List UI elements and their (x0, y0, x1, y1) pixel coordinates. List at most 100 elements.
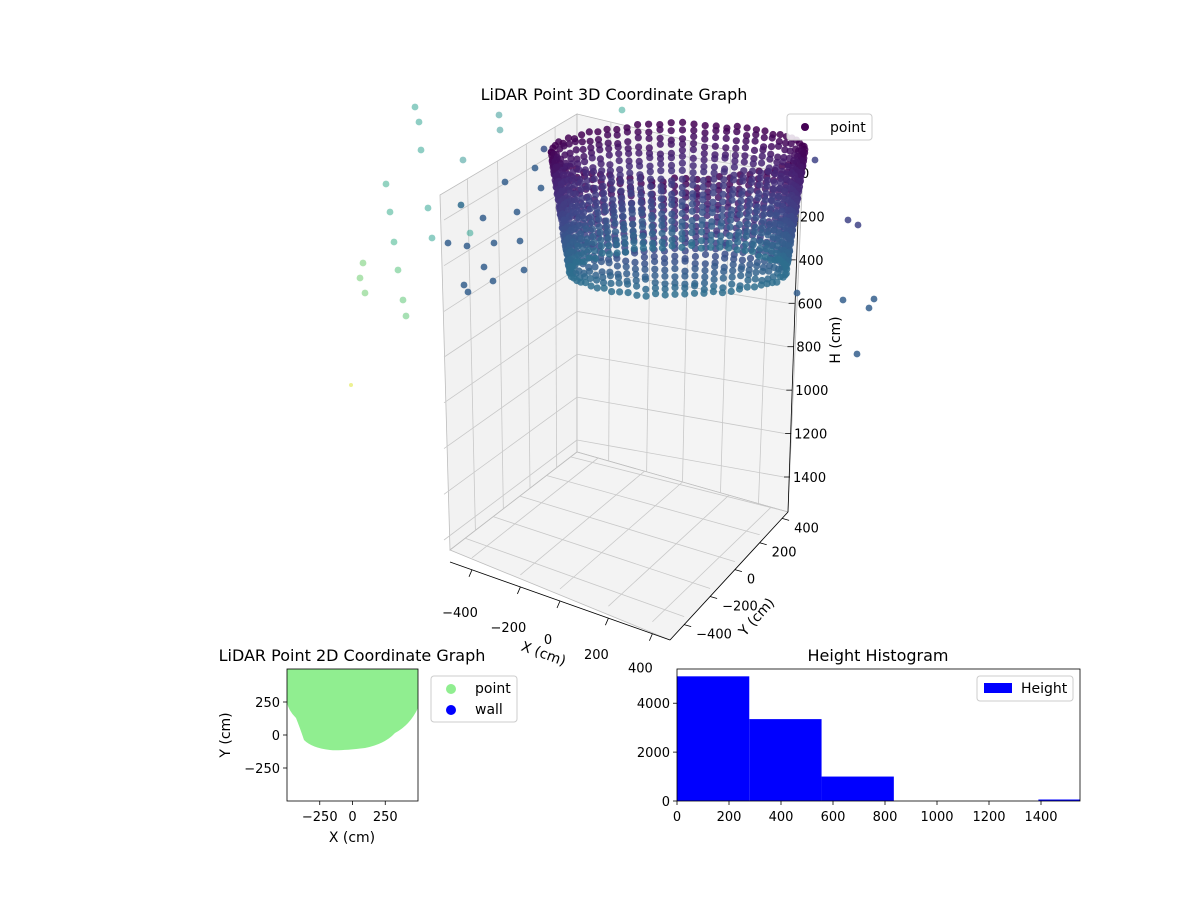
data-point (576, 222, 584, 230)
data-point (598, 249, 606, 257)
data-point (758, 159, 766, 167)
y-tick-label-hist: 4000 (637, 697, 670, 712)
data-point (765, 220, 774, 229)
outlier-point (793, 289, 801, 297)
outlier-point (516, 237, 524, 245)
data-point (622, 248, 630, 256)
grid-line (443, 311, 578, 404)
data-point (634, 128, 642, 136)
data-point (617, 177, 625, 185)
data-point (733, 246, 741, 254)
data-point (578, 131, 586, 139)
data-point (585, 246, 593, 254)
data-point (580, 258, 588, 266)
data-point (603, 125, 611, 133)
data-point (757, 281, 765, 289)
data-point (613, 241, 621, 249)
x-tick-label-hist: 1200 (972, 810, 1005, 825)
data-point (771, 170, 779, 178)
outlier-point (402, 312, 410, 320)
chart-3d-title: LiDAR Point 3D Coordinate Graph (481, 85, 748, 104)
x-tick-label-hist: 600 (821, 810, 846, 825)
outlier-point (495, 111, 503, 119)
x-tick-label-3d: 200 (584, 648, 609, 663)
data-point (681, 272, 689, 280)
data-point (658, 222, 666, 230)
data-point (719, 190, 727, 198)
data-point (633, 291, 641, 299)
data-point (641, 260, 649, 268)
data-point (733, 122, 741, 130)
data-point (605, 145, 613, 153)
data-point (717, 222, 725, 230)
outlier-point (853, 350, 861, 358)
data-point (584, 239, 592, 247)
data-point (711, 262, 719, 270)
data-point (749, 167, 757, 175)
data-point (746, 254, 755, 262)
data-point (689, 181, 697, 189)
data-point (593, 284, 601, 292)
outlier-point (394, 266, 402, 274)
data-point (657, 195, 666, 203)
data-point (640, 253, 649, 261)
data-point (631, 265, 640, 273)
outlier-point (479, 214, 487, 222)
data-point (745, 207, 753, 215)
data-point (569, 168, 577, 176)
data-point (759, 217, 767, 225)
data-point (633, 282, 641, 290)
data-point (598, 174, 606, 182)
data-point (585, 254, 594, 262)
data-point (645, 120, 653, 128)
data-point (679, 118, 687, 126)
z-tick-label-3d: 1400 (793, 471, 826, 486)
data-point (740, 167, 748, 175)
outlier-point (463, 242, 471, 250)
data-point (741, 246, 749, 255)
data-point (591, 263, 599, 271)
data-point (667, 161, 676, 169)
outlier-point (459, 156, 467, 164)
data-point (627, 189, 635, 198)
data-point (646, 162, 654, 170)
data-point (745, 271, 753, 279)
data-point (739, 177, 747, 185)
data-point (776, 131, 784, 139)
data-point (628, 209, 636, 217)
data-point (729, 261, 737, 269)
data-point (656, 126, 664, 134)
data-point (668, 167, 676, 175)
data-point (731, 157, 739, 165)
data-point (700, 168, 708, 176)
data-point (637, 191, 645, 199)
data-point (721, 254, 729, 262)
data-point (764, 231, 772, 239)
legend-hist-label: Height (1021, 681, 1068, 697)
data-point (570, 181, 579, 189)
data-point (763, 280, 771, 288)
outlier-point (399, 296, 407, 304)
data-point (588, 225, 597, 233)
histogram-bar (1038, 799, 1080, 801)
grid-line (576, 353, 787, 391)
data-point (678, 140, 687, 148)
data-point (750, 283, 759, 291)
data-point (698, 221, 706, 229)
data-point (657, 167, 665, 175)
data-point (701, 135, 709, 143)
points-3d (349, 103, 878, 387)
data-point (729, 267, 737, 275)
y-axis-label-2d: Y (cm) (218, 712, 234, 758)
data-point (699, 196, 707, 204)
data-point (636, 185, 645, 193)
data-point (639, 232, 647, 240)
data-point (611, 228, 620, 236)
data-point (758, 224, 766, 232)
data-point (710, 175, 718, 183)
y-tick-label-2d: 250 (255, 696, 280, 711)
data-point (689, 146, 698, 154)
data-point (718, 289, 727, 297)
data-point (651, 265, 659, 273)
